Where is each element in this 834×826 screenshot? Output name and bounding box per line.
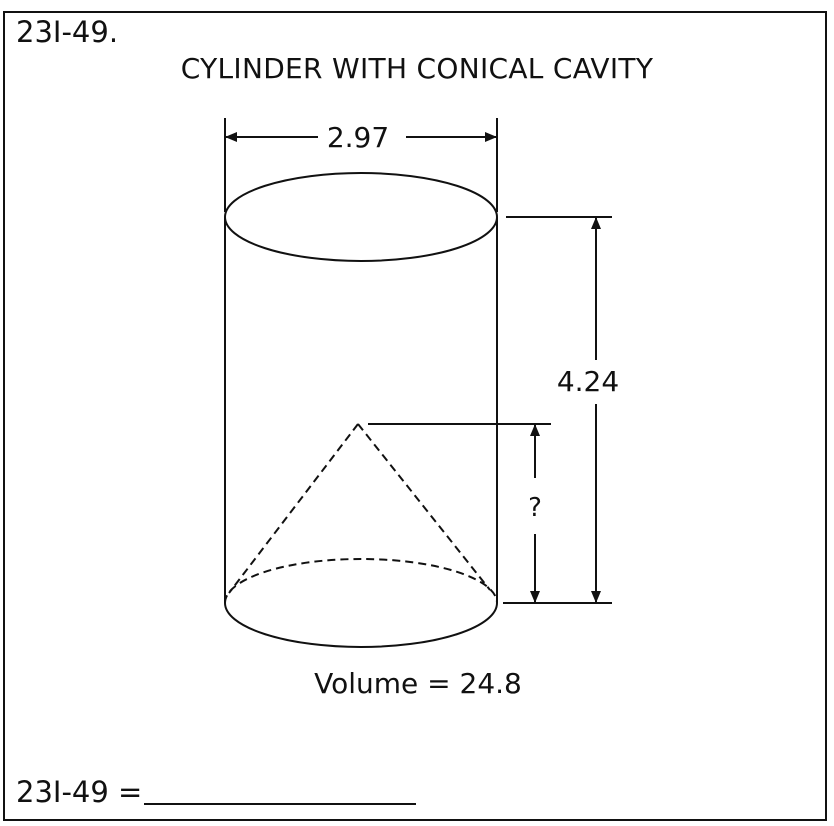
cylinder-bottom-back-arc bbox=[224, 558, 498, 604]
answer-row: 23I-49 = bbox=[16, 769, 417, 809]
answer-blank[interactable] bbox=[144, 803, 417, 805]
cone-right-edge bbox=[357, 423, 491, 591]
height-label: 4.24 bbox=[557, 365, 619, 398]
extension-lines bbox=[224, 118, 612, 604]
cylinder-bottom-front-arc bbox=[224, 602, 498, 648]
cone-left-edge bbox=[228, 423, 359, 594]
cylinder-top-ellipse bbox=[224, 172, 498, 262]
diameter-label: 2.97 bbox=[327, 121, 389, 154]
cylinder bbox=[224, 172, 498, 648]
problem-frame bbox=[3, 11, 827, 821]
volume-label: Volume = 24.8 bbox=[314, 667, 522, 700]
dimension-lines bbox=[225, 132, 601, 603]
answer-label: 23I-49 = bbox=[16, 775, 143, 809]
problem-number: 23I-49. bbox=[16, 15, 119, 49]
problem-title: CYLINDER WITH CONICAL CAVITY bbox=[180, 52, 654, 85]
conical-cavity bbox=[228, 423, 491, 594]
cone-height-label: ? bbox=[528, 493, 542, 523]
